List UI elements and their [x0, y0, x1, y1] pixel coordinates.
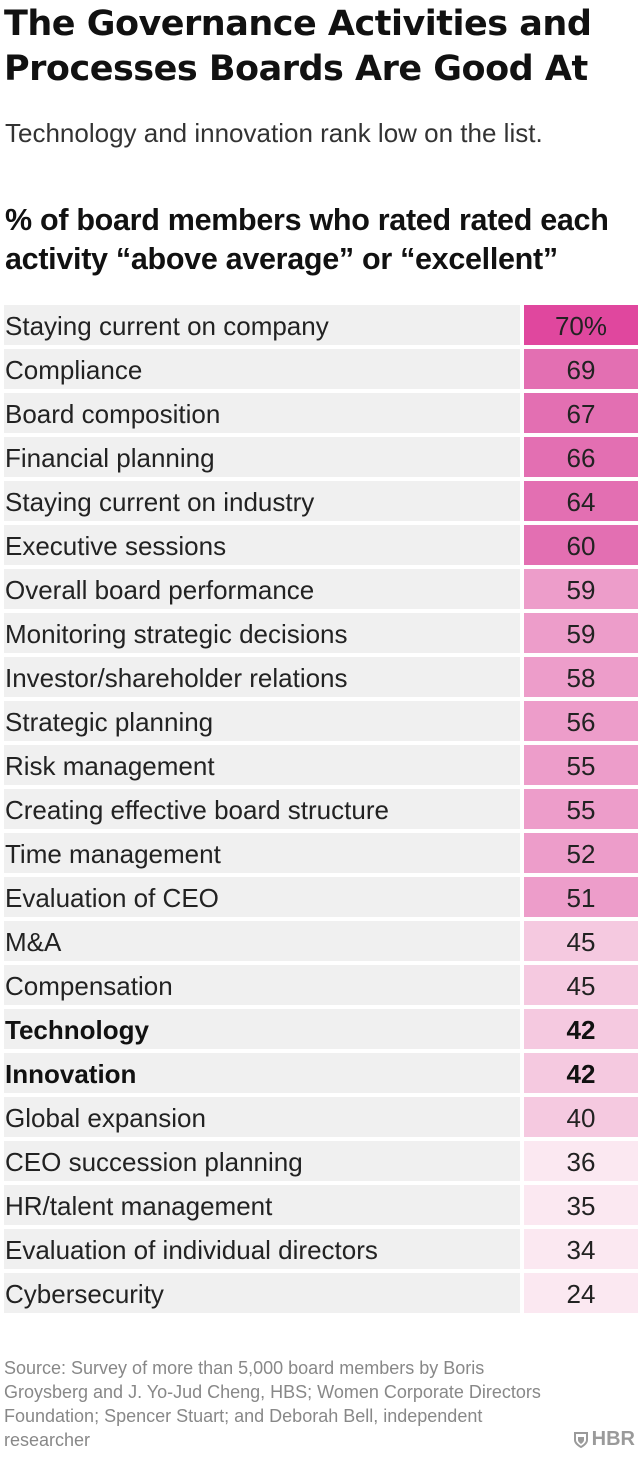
rating-table: Staying current on company 70% Compliance 6…: [4, 305, 638, 1317]
row-value: 60: [524, 525, 638, 565]
row-value: 45: [524, 965, 638, 1005]
table-row: M&A 45: [4, 921, 638, 961]
row-label: Strategic planning: [4, 701, 520, 741]
row-label: Executive sessions: [4, 525, 520, 565]
row-value: 69: [524, 349, 638, 389]
row-label: Technology: [4, 1009, 520, 1049]
table-row: Staying current on industry 64: [4, 481, 638, 521]
table-row: Monitoring strategic decisions 59: [4, 613, 638, 653]
row-value: 42: [524, 1009, 638, 1049]
row-value: 58: [524, 657, 638, 697]
row-label: Investor/shareholder relations: [4, 657, 520, 697]
table-row: Financial planning 66: [4, 437, 638, 477]
table-row: Executive sessions 60: [4, 525, 638, 565]
row-label: M&A: [4, 921, 520, 961]
row-label: CEO succession planning: [4, 1141, 520, 1181]
row-value: 40: [524, 1097, 638, 1137]
row-label: Creating effective board structure: [4, 789, 520, 829]
table-row: Investor/shareholder relations 58: [4, 657, 638, 697]
row-value: 66: [524, 437, 638, 477]
table-heading: % of board members who rated rated each …: [5, 203, 609, 276]
row-label: Global expansion: [4, 1097, 520, 1137]
chart-title: The Governance Activities and Processes …: [4, 4, 592, 89]
row-label: Evaluation of individual directors: [4, 1229, 520, 1269]
row-label: Monitoring strategic decisions: [4, 613, 520, 653]
row-value: 55: [524, 745, 638, 785]
row-value: 36: [524, 1141, 638, 1181]
table-row: Evaluation of CEO 51: [4, 877, 638, 917]
row-value: 64: [524, 481, 638, 521]
row-value: 70%: [524, 305, 638, 345]
row-label: Staying current on industry: [4, 481, 520, 521]
row-label: Staying current on company: [4, 305, 520, 345]
row-value: 45: [524, 921, 638, 961]
chart-subtitle: Technology and innovation rank low on th…: [5, 118, 543, 148]
logo-text: HBR: [591, 1428, 635, 1450]
table-row: Innovation 42: [4, 1053, 638, 1093]
row-value: 51: [524, 877, 638, 917]
row-label: Cybersecurity: [4, 1273, 520, 1313]
row-value: 59: [524, 569, 638, 609]
table-row: Creating effective board structure 55: [4, 789, 638, 829]
row-label: Compliance: [4, 349, 520, 389]
row-value: 52: [524, 833, 638, 873]
table-row: Global expansion 40: [4, 1097, 638, 1137]
table-row: Compensation 45: [4, 965, 638, 1005]
row-value: 56: [524, 701, 638, 741]
row-value: 59: [524, 613, 638, 653]
row-value: 24: [524, 1273, 638, 1313]
row-label: Risk management: [4, 745, 520, 785]
row-label: Financial planning: [4, 437, 520, 477]
row-value: 42: [524, 1053, 638, 1093]
table-row: Board composition 67: [4, 393, 638, 433]
hbr-logo: HBR: [573, 1428, 635, 1451]
row-label: Overall board performance: [4, 569, 520, 609]
table-row: Staying current on company 70%: [4, 305, 638, 345]
table-row: Time management 52: [4, 833, 638, 873]
row-label: Evaluation of CEO: [4, 877, 520, 917]
row-value: 35: [524, 1185, 638, 1225]
table-row: CEO succession planning 36: [4, 1141, 638, 1181]
row-label: HR/talent management: [4, 1185, 520, 1225]
row-label: Innovation: [4, 1053, 520, 1093]
table-row: Cybersecurity 24: [4, 1273, 638, 1313]
row-value: 67: [524, 393, 638, 433]
table-row: HR/talent management 35: [4, 1185, 638, 1225]
row-label: Compensation: [4, 965, 520, 1005]
shield-icon: [573, 1431, 588, 1448]
row-value: 55: [524, 789, 638, 829]
source-note: Source: Survey of more than 5,000 board …: [4, 1358, 541, 1450]
row-label: Time management: [4, 833, 520, 873]
table-row: Strategic planning 56: [4, 701, 638, 741]
row-value: 34: [524, 1229, 638, 1269]
table-row: Risk management 55: [4, 745, 638, 785]
table-row: Evaluation of individual directors 34: [4, 1229, 638, 1269]
table-row: Technology 42: [4, 1009, 638, 1049]
table-row: Compliance 69: [4, 349, 638, 389]
row-label: Board composition: [4, 393, 520, 433]
table-row: Overall board performance 59: [4, 569, 638, 609]
